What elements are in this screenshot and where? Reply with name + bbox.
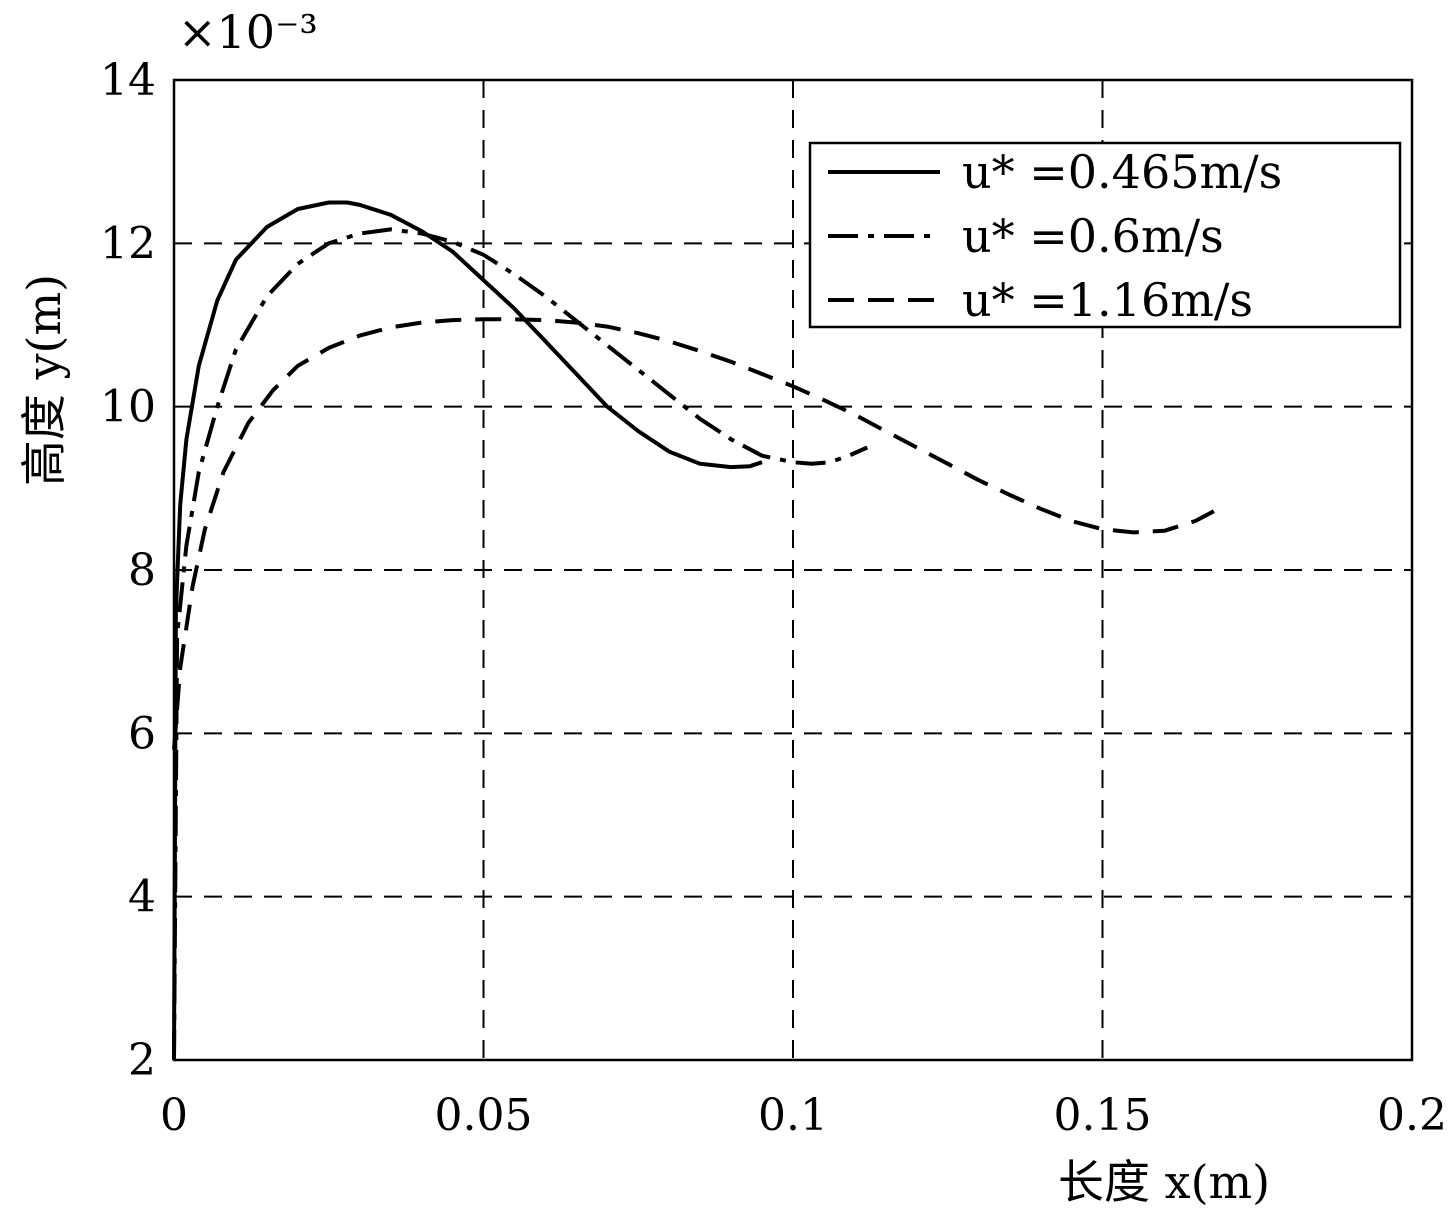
legend-label-3: u* =1.16m/s [962, 273, 1253, 327]
x-tick-label: 0.05 [435, 1090, 533, 1141]
x-tick-label: 0.15 [1054, 1090, 1152, 1141]
y-axis-label: 高度 y(m) [17, 274, 71, 486]
x-axis-label: 长度 x(m) [1058, 1155, 1270, 1209]
legend: u* =0.465m/s u* =0.6m/s u* =1.16m/s [808, 141, 1402, 329]
series-line-1 [172, 200, 763, 1061]
y-tick-label: 2 [128, 1035, 156, 1086]
y-tick-label: 14 [100, 55, 156, 106]
y-tick-label: 4 [128, 872, 156, 923]
x-tick-label: 0.2 [1377, 1090, 1447, 1141]
y-tick-label: 6 [128, 708, 156, 759]
plot-frame [172, 78, 1414, 1062]
x-tick-label: 0.1 [758, 1090, 828, 1141]
y-tick-label: 10 [100, 382, 156, 433]
y-tick-label: 12 [100, 218, 156, 269]
series-line-3 [172, 317, 1215, 750]
y-multiplier: ×10⁻³ [178, 5, 318, 59]
tick-labels: 0 0.05 0.1 0.15 0.2 2 4 6 8 10 12 14 [100, 55, 1447, 1141]
x-tick-label: 0 [160, 1090, 188, 1141]
y-tick-label: 8 [128, 545, 156, 596]
legend-label-1: u* =0.465m/s [962, 145, 1282, 199]
series-lines [172, 200, 1215, 1061]
series-line-2 [172, 227, 869, 1061]
legend-label-2: u* =0.6m/s [962, 209, 1224, 263]
